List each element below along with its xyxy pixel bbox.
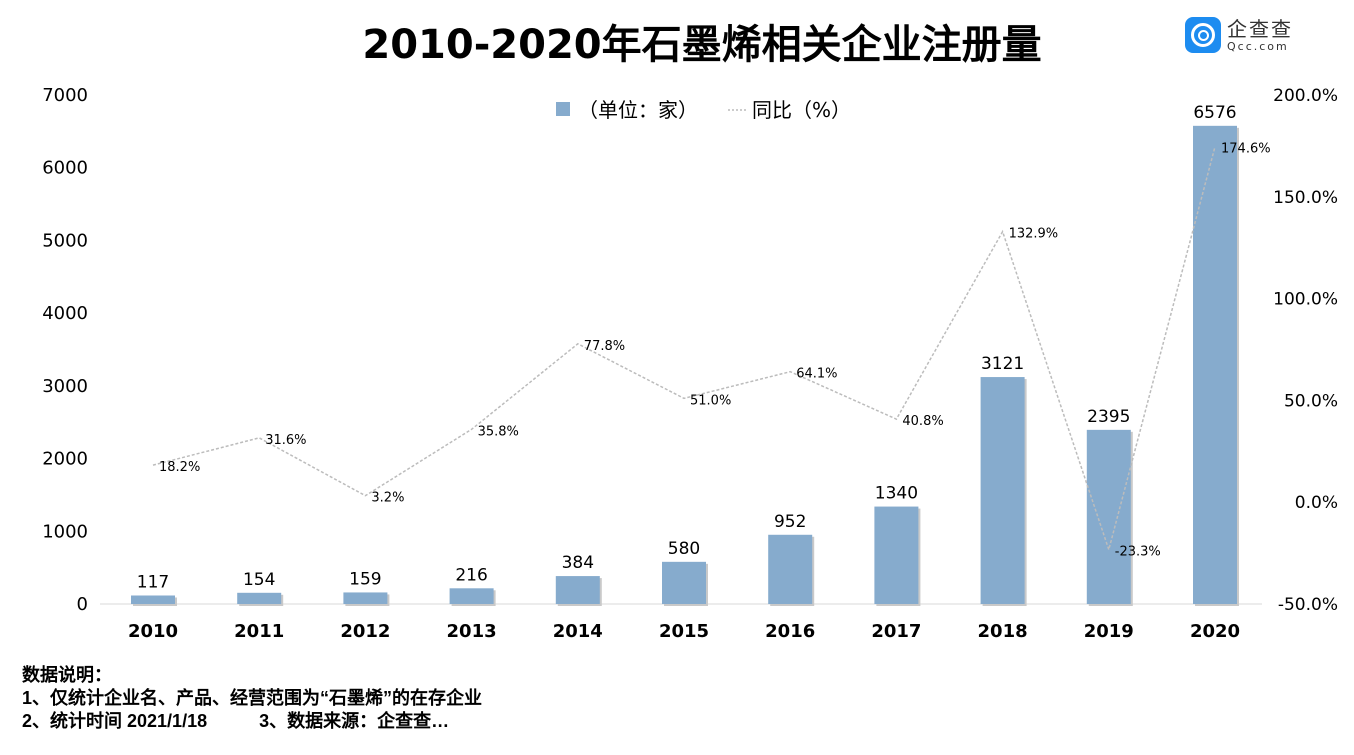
qcc-logo: 企查查 Qcc.com [1185, 17, 1293, 53]
bar-data-label: 384 [562, 553, 594, 573]
bar-data-label: 117 [137, 572, 169, 592]
x-axis-tick-label: 2020 [1190, 621, 1240, 642]
line-data-label: 18.2% [159, 460, 200, 475]
bar-2011 [237, 592, 282, 604]
qcc-logo-icon [1185, 17, 1221, 53]
left-axis-tick-label: 5000 [42, 230, 88, 251]
right-axis-tick-label: 50.0% [1284, 391, 1338, 411]
right-axis-tick-label: -50.0% [1278, 595, 1338, 615]
bar-data-label: 216 [455, 565, 487, 585]
bar-2012 [343, 592, 388, 604]
bar-2016 [768, 534, 813, 604]
notes-heading: 数据说明： [22, 665, 112, 685]
bar-2010 [131, 595, 175, 604]
left-axis-tick-label: 7000 [42, 85, 88, 106]
bar-2013 [449, 588, 494, 604]
right-axis-tick-label: 150.0% [1273, 188, 1338, 208]
legend-bar-swatch [556, 102, 570, 116]
bar-data-label: 2395 [1087, 407, 1130, 427]
left-axis-tick-label: 3000 [42, 376, 88, 397]
x-axis-tick-label: 2018 [978, 621, 1028, 642]
data-notes: 数据说明： 1、仅统计企业名、产品、经营范围为“石墨烯”的在存企业 2、统计时间… [22, 664, 482, 733]
right-axis-tick-label: 100.0% [1273, 290, 1338, 310]
notes-line-2b: 3、数据来源：企查查… [259, 711, 450, 731]
bar-data-label: 159 [349, 569, 381, 589]
line-data-label: 64.1% [796, 367, 837, 382]
yoy-line [152, 146, 1216, 553]
bar-2017 [874, 506, 919, 604]
bar-2019 [1086, 429, 1131, 604]
line-data-label: 132.9% [1009, 227, 1059, 242]
bar-2020 [1193, 125, 1237, 604]
notes-line-1: 1、仅统计企业名、产品、经营范围为“石墨烯”的在存企业 [22, 688, 483, 708]
right-axis-tick-label: 0.0% [1295, 493, 1338, 513]
bar-data-label: 580 [668, 539, 700, 559]
x-axis-tick-label: 2017 [871, 621, 921, 642]
legend-bar-label: （单位：家） [578, 98, 698, 122]
right-axis-tick-label: 200.0% [1273, 86, 1338, 106]
line-data-label: 3.2% [371, 491, 404, 506]
bar-2015 [662, 561, 706, 604]
logo-domain: Qcc.com [1227, 39, 1289, 53]
line-data-label: -23.3% [1115, 545, 1161, 560]
x-axis-tick-label: 2013 [447, 621, 497, 642]
bar-data-label: 154 [243, 570, 275, 590]
bar-2014 [555, 576, 600, 604]
x-axis-tick-label: 2014 [553, 621, 603, 642]
x-axis-tick-label: 2016 [765, 621, 815, 642]
line-data-label: 35.8% [478, 424, 519, 439]
left-axis-tick-label: 6000 [42, 158, 88, 179]
x-axis-tick-label: 2012 [340, 621, 390, 642]
line-data-label: 174.6% [1221, 142, 1271, 157]
legend-line-label: 同比（%） [752, 98, 851, 122]
x-axis-tick-label: 2011 [234, 621, 284, 642]
line-data-label: 51.0% [690, 393, 731, 408]
chart-title: 2010-2020年石墨烯相关企业注册量 [362, 22, 1042, 68]
bar-data-label: 3121 [981, 354, 1024, 374]
line-data-label: 31.6% [265, 433, 306, 448]
left-axis-tick-label: 4000 [42, 303, 88, 324]
left-axis-tick-label: 1000 [42, 521, 88, 542]
x-axis-tick-label: 2019 [1084, 621, 1134, 642]
bar-data-label: 952 [774, 512, 806, 532]
line-data-label: 77.8% [584, 339, 625, 354]
x-axis-tick-label: 2015 [659, 621, 709, 642]
x-axis-tick-label: 2010 [128, 621, 178, 642]
left-axis-tick-label: 2000 [42, 449, 88, 470]
notes-line-2a: 2、统计时间 2021/1/18 [22, 711, 208, 731]
bar-data-label: 6576 [1193, 103, 1236, 123]
chart: 0 1000 2000 3000 4000 5000 6000 7000 -50.0% 0.0% 5… [42, 85, 1338, 642]
bar-2018 [980, 377, 1025, 604]
logo-name: 企查查 [1227, 16, 1293, 41]
bar-data-label: 1340 [875, 484, 918, 504]
left-axis-tick-label: 0 [77, 594, 88, 615]
line-data-label: 40.8% [902, 414, 943, 429]
